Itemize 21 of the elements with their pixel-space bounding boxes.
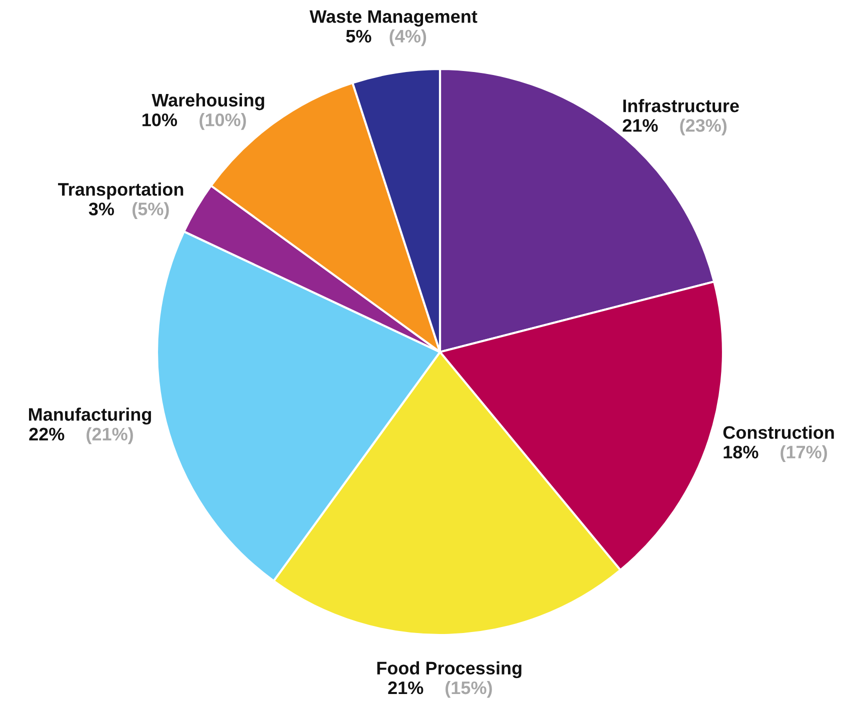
data-label: 3% <box>88 202 114 216</box>
slice-label: Warehousing <box>152 93 264 110</box>
text: (23%) <box>680 118 727 136</box>
data-label: 5% <box>346 30 372 43</box>
slice-label: Food Processing <box>377 661 522 678</box>
text: (21%) <box>86 427 133 444</box>
data-label: 21% <box>388 681 424 694</box>
text: (17%) <box>780 445 827 462</box>
text: (5%) <box>132 202 169 219</box>
text: (10%) <box>200 112 246 130</box>
slice-label: Transportation <box>58 182 184 200</box>
slice-label: Waste Management <box>310 10 478 27</box>
data-label: 10% <box>142 113 178 126</box>
text: (4%) <box>390 29 426 46</box>
data-label: 18% <box>724 446 758 458</box>
data-label: 21% <box>622 119 658 132</box>
slice-label: Infrastructure <box>623 98 739 112</box>
text: (15%) <box>446 680 492 698</box>
slice-label: Manufacturing <box>29 408 151 425</box>
slice-label: Construction <box>723 426 834 439</box>
data-label: 22% <box>29 428 64 441</box>
